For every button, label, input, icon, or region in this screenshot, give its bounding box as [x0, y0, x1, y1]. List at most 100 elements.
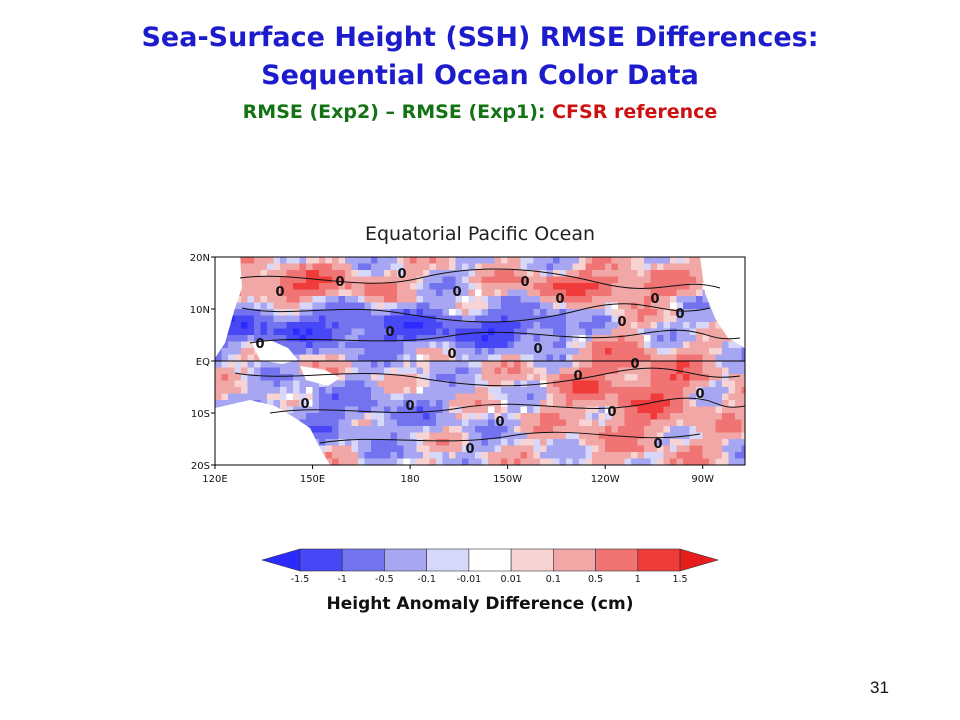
field-cell: [696, 458, 703, 465]
field-cell: [702, 309, 710, 316]
field-cell: [338, 361, 346, 368]
field-cell: [371, 257, 378, 264]
field-cell: [592, 276, 599, 284]
field-cell: [605, 387, 612, 394]
field-cell: [455, 328, 463, 336]
contour-label: 0: [555, 292, 564, 307]
field-cell: [241, 374, 248, 381]
field-cell: [364, 374, 372, 381]
field-cell: [345, 393, 352, 401]
field-cell: [592, 283, 599, 290]
field-cell: [631, 387, 638, 394]
field-cell: [403, 419, 411, 427]
field-cell: [553, 419, 560, 427]
field-cell: [709, 439, 716, 446]
field-cell: [273, 328, 281, 336]
field-cell: [598, 354, 606, 362]
field-cell: [670, 348, 677, 355]
field-cell: [377, 296, 385, 303]
field-cell: [358, 348, 365, 355]
field-cell: [514, 283, 521, 290]
field-cell: [540, 302, 547, 310]
field-cell: [371, 283, 378, 290]
field-cell: [514, 439, 521, 446]
field-cell: [390, 361, 398, 368]
field-cell: [494, 458, 502, 465]
field-cell: [709, 348, 716, 355]
field-cell: [234, 315, 242, 323]
field-cell: [670, 419, 677, 427]
field-cell: [273, 315, 281, 323]
field-cell: [436, 452, 443, 459]
field-cell: [520, 361, 528, 368]
field-cell: [507, 426, 515, 433]
field-cell: [403, 257, 411, 264]
field-cell: [247, 341, 255, 349]
field-cell: [267, 322, 274, 329]
field-cell: [631, 309, 638, 316]
zero-contour: [241, 303, 711, 323]
field-cell: [371, 445, 378, 453]
field-cell: [455, 361, 463, 368]
field-cell: [683, 445, 690, 453]
field-cell: [371, 432, 378, 440]
field-cell: [280, 296, 287, 303]
field-cell: [579, 380, 586, 388]
field-cell: [507, 445, 515, 453]
contour-label: 0: [447, 347, 456, 362]
field-cell: [449, 439, 456, 446]
field-cell: [527, 367, 534, 375]
field-cell: [650, 452, 658, 459]
field-cell: [319, 322, 326, 329]
field-cell: [449, 406, 456, 414]
field-cell: [397, 257, 404, 264]
field-cell: [338, 315, 346, 323]
field-cell: [546, 283, 554, 290]
field-cell: [494, 257, 502, 264]
field-cell: [676, 426, 684, 433]
field-cell: [462, 439, 469, 446]
field-cell: [319, 296, 326, 303]
field-cell: [377, 257, 385, 264]
field-cell: [722, 452, 729, 459]
field-cell: [468, 257, 476, 264]
field-cell: [462, 296, 469, 303]
field-cell: [423, 283, 430, 290]
field-cell: [631, 458, 638, 465]
colorbar-box: [637, 548, 681, 572]
field-cell: [481, 270, 489, 277]
field-cell: [475, 322, 482, 329]
field-cell: [696, 270, 703, 277]
field-cell: [455, 387, 463, 394]
field-cell: [325, 419, 333, 427]
field-cell: [306, 400, 313, 407]
field-cell: [416, 393, 424, 401]
field-cell: [598, 309, 606, 316]
field-cell: [728, 354, 736, 362]
field-cell: [696, 289, 703, 297]
field-cell: [670, 452, 677, 459]
field-cell: [403, 315, 411, 323]
field-cell: [559, 276, 567, 284]
field-cell: [605, 354, 612, 362]
field-cell: [462, 367, 469, 375]
field-cell: [475, 367, 482, 375]
field-cell: [306, 413, 313, 420]
field-cell: [481, 257, 489, 264]
field-cell: [540, 315, 547, 323]
field-cell: [377, 393, 385, 401]
field-cell: [280, 289, 287, 297]
field-cell: [345, 283, 352, 290]
field-cell: [657, 296, 664, 303]
field-cell: [605, 361, 612, 368]
field-cell: [605, 400, 612, 407]
field-cell: [670, 374, 677, 381]
field-cell: [351, 348, 359, 355]
field-cell: [494, 406, 502, 414]
field-cell: [605, 296, 612, 303]
field-cell: [273, 257, 281, 264]
field-cell: [566, 315, 573, 323]
field-cell: [579, 296, 586, 303]
field-cell: [520, 387, 528, 394]
field-cell: [585, 328, 593, 336]
